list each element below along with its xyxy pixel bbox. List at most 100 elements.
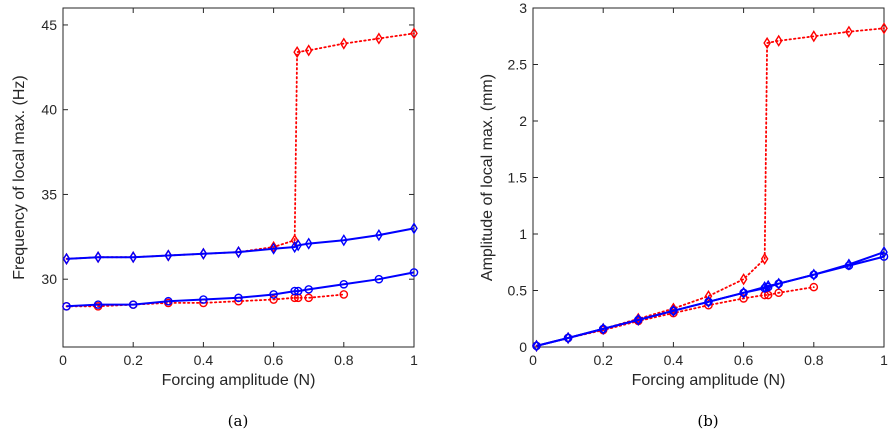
data-point-diamond [164,249,173,262]
data-point-diamond [880,22,888,35]
data-point-circle [809,282,819,292]
y-tick-label: 3 [519,0,527,16]
data-point-circle [339,290,349,299]
data-point-diamond [532,339,541,352]
data-point-diamond [564,331,572,345]
data-point-circle [234,293,243,303]
series-line-4 [66,271,415,308]
data-point-diamond [760,252,769,265]
data-point-diamond [704,295,713,308]
data-point-diamond [339,234,348,247]
plot-area-frame [62,7,415,348]
y-tick-label: 2.5 [508,57,528,73]
x-axis-label: Forcing amplitude (N) [162,372,316,389]
data-point-diamond [199,247,208,260]
data-point-diamond [845,25,853,38]
data-point-circle [339,279,349,289]
data-point-diamond [234,245,243,259]
x-tick-label: 0.2 [593,352,613,368]
data-point-circle [669,306,678,316]
data-point-diamond [375,32,383,45]
data-point-circle [269,290,278,299]
y-tick-label: 2 [519,113,527,129]
panel-a: 0 0.2 0.4 0.6 0.8 1 30 35 40 45 Forcing amplitude … [11,7,419,430]
x-tick-label: 1 [410,352,418,368]
data-point-diamond [809,30,818,43]
y-tick-label: 30 [41,271,57,287]
x-tick-label: 0.2 [123,352,143,368]
x-tick-label: 0 [529,352,537,368]
data-point-diamond [739,273,748,286]
x-tick-label: 0.4 [664,352,684,368]
data-point-diamond [634,313,643,327]
data-point-diamond [669,304,678,317]
data-point-circle [304,293,314,303]
series-line-1 [65,32,415,260]
data-point-circle [62,302,71,311]
data-point-circle [409,268,419,277]
data-point-circle [704,297,713,307]
series-line-3 [66,227,415,260]
data-point-diamond [304,44,313,57]
data-point-diamond [809,268,818,281]
x-tick-label: 0 [59,352,67,368]
x-tick-label: 0.4 [194,352,214,368]
data-point-diamond [774,34,783,47]
data-point-diamond [94,251,102,264]
x-tick-label: 0.8 [804,352,824,368]
panel-caption: (a) [228,412,249,430]
panel-caption: (b) [697,412,718,430]
y-tick-label: 40 [41,102,57,118]
y-tick-label: 35 [41,186,57,202]
data-point-circle [844,261,854,270]
data-point-circle [879,252,889,261]
data-point-diamond [599,322,608,336]
data-point-diamond [62,252,71,265]
data-point-diamond [294,239,302,252]
x-tick-label: 0.6 [734,352,754,368]
data-point-diamond [304,237,313,250]
x-tick-label: 1 [880,352,888,368]
data-point-circle [199,295,208,304]
data-point-circle [739,288,748,298]
data-point-circle [290,286,299,296]
data-point-diamond [269,242,278,255]
x-axis-label: Forcing amplitude (N) [632,372,786,389]
data-point-circle [293,286,303,296]
data-point-diamond [339,37,348,50]
data-point-circle [739,294,748,303]
data-point-circle [532,341,541,351]
data-point-circle [128,300,138,309]
series-line-4 [536,255,885,347]
y-tick-label: 0 [519,339,527,355]
data-point-diamond [410,27,418,40]
data-point-diamond [375,229,383,242]
data-point-diamond [293,45,301,59]
y-axis-label: Amplitude of local max. (mm) [479,74,496,281]
data-point-circle [763,282,773,292]
data-point-circle [374,274,384,284]
panel-b: 0 0.2 0.4 0.6 0.8 1 0 0.5 1 1.5 2 2.5 3 Forcing ampli… [479,0,889,430]
x-tick-label: 0.8 [334,352,354,368]
data-point-circle [598,324,608,334]
data-point-circle [93,300,103,309]
y-tick-label: 0.5 [508,283,528,299]
data-point-circle [304,285,314,294]
data-point-diamond [290,240,299,254]
data-point-diamond [269,240,278,254]
y-tick-label: 1 [519,226,527,242]
y-tick-label: 1.5 [508,170,528,186]
data-point-circle [634,315,643,325]
data-point-diamond [129,251,138,264]
data-point-circle [774,279,784,289]
y-axis-label: Frequency of local max. (Hz) [11,75,28,280]
data-point-circle [269,295,278,304]
data-point-diamond [739,286,748,299]
data-point-diamond [763,36,771,50]
data-point-circle [563,333,573,343]
data-point-circle [163,296,173,306]
data-point-diamond [774,277,783,290]
data-point-circle [809,270,819,279]
data-point-diamond [410,222,418,235]
